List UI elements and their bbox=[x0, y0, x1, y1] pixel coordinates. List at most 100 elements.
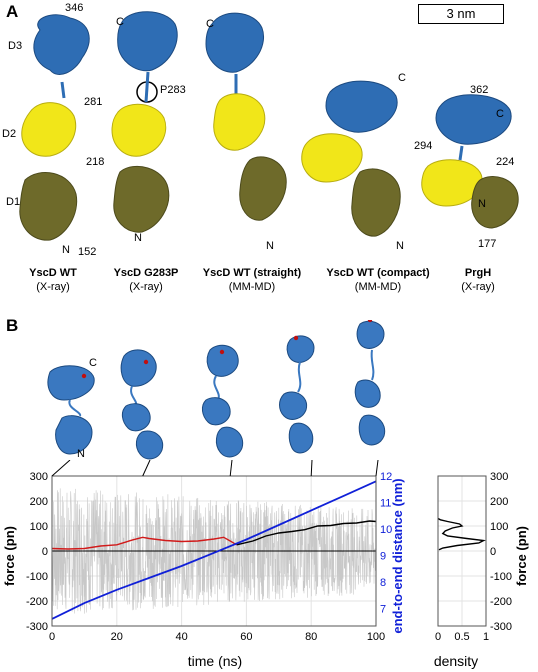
density-y-tick-label: 300 bbox=[490, 471, 508, 483]
panel-b-label: B bbox=[6, 316, 19, 335]
label-d3: D3 bbox=[8, 40, 23, 52]
label-224: 224 bbox=[496, 156, 515, 168]
x-axis-label: time (ns) bbox=[188, 653, 242, 669]
series-force_density bbox=[437, 517, 486, 551]
density-chart-series bbox=[437, 517, 486, 551]
pulling-snapshots bbox=[47, 320, 386, 460]
raw-force-path bbox=[51, 488, 377, 614]
snapshot-connector bbox=[142, 460, 151, 477]
density-x-tick-label: 0.5 bbox=[454, 631, 469, 643]
density-chart-frame bbox=[437, 475, 487, 627]
scale-bar: 3 nm bbox=[418, 4, 504, 24]
density-chart-ticks: 0 0.5 1 300 200 100 0 -100 -200 -300 bbox=[435, 471, 512, 643]
density-y-tick-label: -200 bbox=[490, 596, 512, 608]
caption-name: YscD WT (compact) bbox=[326, 267, 430, 279]
main-chart-ticks: 0 20 40 60 80 100 300 200 100 0 -100 -200 -300 12 11 10… bbox=[26, 471, 392, 643]
plot-frame bbox=[51, 475, 377, 627]
structure-yscd-wt-straight bbox=[205, 12, 287, 221]
label-177: 177 bbox=[478, 238, 497, 250]
label-c-2: C bbox=[116, 16, 124, 28]
y-tick-label: 200 bbox=[30, 496, 48, 508]
label-294: 294 bbox=[414, 140, 433, 152]
y-tick-label: 100 bbox=[30, 521, 48, 533]
snapshot-5 bbox=[354, 320, 386, 446]
caption-method: (X-ray) bbox=[461, 281, 495, 293]
snapshot-connector bbox=[229, 460, 233, 477]
label-p283: P283 bbox=[160, 84, 186, 96]
snapshot-connector bbox=[310, 460, 313, 477]
caption-yscd-wt: YscD WT (X-ray) bbox=[8, 266, 98, 294]
main-chart-frame bbox=[51, 475, 377, 627]
force-density-chart: 0 0.5 1 300 200 100 0 -100 -200 -300 density forc… bbox=[434, 471, 529, 669]
density-y-tick-label: -100 bbox=[490, 571, 512, 583]
structure-yscd-wt bbox=[19, 14, 90, 241]
series-force_avg_phase1 bbox=[51, 536, 238, 550]
panel-a-label: A bbox=[6, 2, 19, 21]
label-d1: D1 bbox=[6, 196, 21, 208]
caption-method: (MM-MD) bbox=[228, 281, 276, 293]
snapshot-n-label: N bbox=[77, 448, 85, 460]
caption-method: (X-ray) bbox=[36, 281, 70, 293]
label-281: 281 bbox=[84, 96, 103, 108]
density-plot-frame bbox=[437, 475, 487, 627]
y2-tick-label: 9 bbox=[380, 550, 386, 562]
y2-tick-label: 8 bbox=[380, 577, 386, 589]
density-x-tick-label: 0 bbox=[435, 631, 441, 643]
y-tick-label: 0 bbox=[42, 546, 48, 558]
scale-bar-label: 3 nm bbox=[446, 6, 476, 21]
structure-yscd-g283p bbox=[111, 11, 178, 233]
raw-force-trace bbox=[51, 488, 377, 614]
y2-tick-label: 11 bbox=[380, 497, 391, 509]
y2-axis-label: end-to-end distance (nm) bbox=[390, 478, 405, 633]
y-tick-label: -200 bbox=[26, 596, 48, 608]
label-n-1: N bbox=[62, 244, 70, 256]
density-chart-grid bbox=[437, 475, 487, 627]
label-346: 346 bbox=[65, 2, 84, 14]
snapshot-c-label: C bbox=[89, 357, 97, 369]
series-end_to_end_distance bbox=[51, 480, 377, 620]
x-tick-label: 100 bbox=[367, 631, 385, 643]
y-tick-label: -300 bbox=[26, 621, 48, 633]
y2-tick-label: 10 bbox=[380, 524, 392, 536]
density-y-axis-label: force (pn) bbox=[514, 526, 529, 586]
label-n-5: N bbox=[478, 198, 486, 210]
caption-yscd-wt-compact: YscD WT (compact) (MM-MD) bbox=[314, 266, 442, 294]
y-axis-label: force (pn) bbox=[2, 526, 17, 586]
caption-name: YscD G283P bbox=[113, 267, 179, 279]
y-tick-label: 300 bbox=[30, 471, 48, 483]
caption-name: PrgH bbox=[464, 267, 492, 279]
caption-method: (MM-MD) bbox=[354, 281, 402, 293]
density-y-tick-label: 200 bbox=[490, 496, 508, 508]
label-218: 218 bbox=[86, 156, 105, 168]
density-y-tick-label: 0 bbox=[490, 546, 496, 558]
snapshot-connectors bbox=[51, 460, 379, 477]
label-c-4: C bbox=[398, 72, 406, 84]
caption-method: (X-ray) bbox=[129, 281, 163, 293]
density-x-axis-label: density bbox=[434, 653, 478, 669]
y2-tick-label: 12 bbox=[380, 471, 392, 483]
force-time-chart: 0 20 40 60 80 100 300 200 100 0 -100 -200 -300 12 11 10… bbox=[2, 460, 405, 669]
y-tick-label: -100 bbox=[26, 571, 48, 583]
caption-yscd-wt-straight: YscD WT (straight) (MM-MD) bbox=[192, 266, 312, 294]
x-tick-label: 20 bbox=[111, 631, 123, 643]
x-tick-label: 0 bbox=[49, 631, 55, 643]
label-d2: D2 bbox=[2, 128, 17, 140]
density-y-tick-label: 100 bbox=[490, 521, 508, 533]
snapshot-2 bbox=[120, 349, 164, 460]
label-152: 152 bbox=[78, 246, 97, 258]
x-tick-label: 60 bbox=[240, 631, 252, 643]
main-chart-series bbox=[51, 480, 377, 620]
label-c-3: C bbox=[206, 18, 214, 30]
caption-name: YscD WT (straight) bbox=[202, 267, 302, 279]
snapshot-4 bbox=[279, 335, 315, 454]
label-362: 362 bbox=[470, 84, 489, 96]
snapshot-1 bbox=[47, 365, 95, 455]
label-n-3: N bbox=[266, 240, 274, 252]
snapshot-3 bbox=[201, 344, 244, 458]
x-tick-label: 80 bbox=[305, 631, 317, 643]
caption-prgh: PrgH (X-ray) bbox=[440, 266, 516, 294]
panel-a-structures bbox=[19, 11, 519, 241]
snapshot-connector bbox=[51, 460, 71, 477]
label-n-2: N bbox=[134, 232, 142, 244]
snapshot-connector bbox=[375, 460, 379, 477]
